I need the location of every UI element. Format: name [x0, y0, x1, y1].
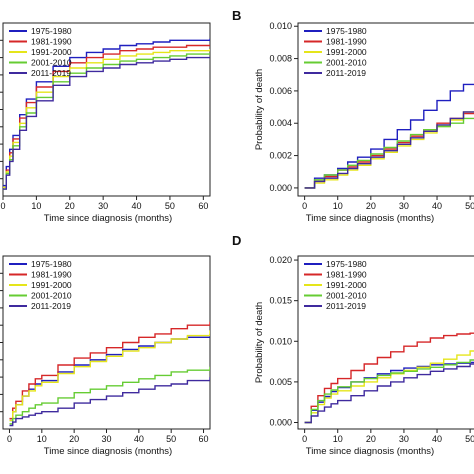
panel-b-letter: B	[232, 8, 241, 23]
panel-d-ytick-label: 0.000	[269, 418, 292, 428]
panel-b-xlabel: Time since diagnosis (months)	[306, 213, 434, 224]
panel-d-legend-label: 2011-2019	[326, 301, 366, 311]
panel-d-xtick-label: 20	[366, 434, 376, 444]
panel-b-frame	[297, 22, 474, 197]
panel-b-xtick-label: 20	[366, 201, 376, 211]
panel-d-legend-label: 1991-2000	[326, 280, 367, 290]
panel-c: 0 10 20 30 40 50 60 Time since diagnosis (month…	[0, 255, 211, 457]
panel-b-ytick-label: 0.010	[269, 21, 292, 31]
panel-b: 0 10 20 30 40 50 0.000 0.002 0.004 0.006 0.008 0.01…	[232, 8, 474, 224]
panel-a-legend-label: 1991-2000	[31, 47, 72, 57]
panel-a-xtick-label: 40	[132, 201, 142, 211]
panel-d-series-2001-2010	[304, 359, 474, 424]
panel-c-xtick-label: 40	[134, 434, 144, 444]
panel-b-xtick-label: 10	[333, 201, 343, 211]
panel-d-xtick-label: 0	[302, 434, 307, 444]
panel-c-legend: 1975-19801981-19901991-20002001-20102011…	[9, 259, 72, 311]
panel-b-legend-label: 1975-1980	[326, 26, 367, 36]
panel-a-legend-label: 2001-2010	[31, 58, 72, 68]
panel-c-legend-label: 1991-2000	[31, 280, 72, 290]
panel-d-series-1975-1980	[304, 361, 474, 424]
panel-b-legend-label: 2011-2019	[326, 68, 366, 78]
panel-b-ytick-label: 0.000	[269, 183, 292, 193]
panel-b-series-1975-1980	[304, 83, 474, 189]
panel-c-series-2011-2019	[9, 377, 210, 427]
panel-b-xtick-label: 40	[432, 201, 442, 211]
panel-b-legend-label: 2001-2010	[326, 58, 367, 68]
panel-a-xtick-label: 0	[0, 201, 5, 211]
panel-c-legend-label: 2001-2010	[31, 291, 72, 301]
panel-b-legend-label: 1991-2000	[326, 47, 367, 57]
panel-a-xlabel: Time since diagnosis (months)	[44, 213, 172, 224]
panel-b-xtick-label: 50	[465, 201, 474, 211]
panel-d-ytick-label: 0.015	[269, 296, 292, 306]
panel-d-plot-area	[304, 332, 474, 424]
panel-d-series-1981-1990	[304, 332, 474, 424]
panel-a-series-2011-2019	[3, 56, 210, 190]
panel-d-xtick-label: 40	[432, 434, 442, 444]
panel-c-series-1981-1990	[9, 321, 210, 420]
panel-d-ylabel: Probability of death	[254, 302, 265, 383]
panel-d: 0 10 20 30 40 50 0.000 0.005 0.010 0.015 0.020 Time…	[232, 233, 474, 457]
panel-d-legend-label: 1975-1980	[326, 259, 367, 269]
panel-b-legend-label: 1981-1990	[326, 37, 367, 47]
panel-b-legend: 1975-19801981-19901991-20002001-20102011…	[304, 26, 367, 78]
panel-b-ytick-label: 0.008	[269, 54, 292, 64]
panel-d-ytick-label: 0.005	[269, 377, 292, 387]
panel-d-legend-label: 1981-1990	[326, 270, 367, 280]
panel-a-legend-label: 2011-2019	[31, 68, 71, 78]
panel-d-xtick-label: 30	[399, 434, 409, 444]
panel-a-legend-label: 1975-1980	[31, 26, 72, 36]
panel-d-legend: 1975-19801981-19901991-20002001-20102011…	[304, 259, 367, 311]
panel-b-ytick-label: 0.002	[269, 151, 292, 161]
panel-a-xtick-label: 10	[31, 201, 41, 211]
panel-c-xtick-label: 50	[166, 434, 176, 444]
panel-d-xtick-label: 10	[333, 434, 343, 444]
panel-a-xtick-label: 30	[98, 201, 108, 211]
panel-a-xtick-label: 20	[65, 201, 75, 211]
panel-d-ytick-label: 0.020	[269, 255, 292, 265]
panel-c-xtick-label: 0	[7, 434, 12, 444]
panel-d-series-2011-2019	[304, 363, 474, 424]
panel-c-xtick-label: 20	[69, 434, 79, 444]
panel-a-legend: 1975-19801981-19901991-20002001-20102011…	[9, 26, 72, 78]
panel-b-series-1991-2000	[304, 111, 474, 189]
panel-b-plot-area	[304, 83, 474, 189]
panel-a: 0 10 20 30 40 50 60 Time since diagnosis (month…	[0, 22, 211, 224]
panel-b-series-2011-2019	[304, 111, 474, 189]
panel-d-frame	[297, 255, 474, 430]
panel-a-xtick-label: 60	[198, 201, 208, 211]
panel-a-legend-label: 1981-1990	[31, 37, 72, 47]
panel-d-series-1991-2000	[304, 350, 474, 424]
panel-c-series-1991-2000	[9, 330, 210, 422]
panel-b-xtick-label: 30	[399, 201, 409, 211]
panel-a-plot-area	[3, 38, 210, 190]
panel-c-xtick-label: 30	[101, 434, 111, 444]
panel-d-letter: D	[232, 233, 241, 248]
panel-c-legend-label: 1975-1980	[31, 259, 72, 269]
panel-d-xtick-label: 50	[465, 434, 474, 444]
panel-b-ylabel: Probability of death	[254, 69, 265, 150]
panel-d-ytick-label: 0.010	[269, 336, 292, 346]
panel-c-plot-area	[9, 321, 210, 427]
panel-b-ytick-label: 0.004	[269, 118, 292, 128]
panel-c-series-2001-2010	[9, 366, 210, 425]
panel-c-xtick-label: 10	[37, 434, 47, 444]
panel-d-legend-label: 2001-2010	[326, 291, 367, 301]
panel-b-ytick-label: 0.006	[269, 86, 292, 96]
panel-c-xlabel: Time since diagnosis (months)	[44, 446, 172, 457]
panel-c-series-1975-1980	[9, 333, 210, 422]
panel-c-xtick-label: 60	[199, 434, 209, 444]
panel-a-xtick-label: 50	[165, 201, 175, 211]
panel-b-xtick-label: 0	[302, 201, 307, 211]
panel-c-legend-label: 2011-2019	[31, 301, 71, 311]
panel-d-xlabel: Time since diagnosis (months)	[306, 446, 434, 457]
panel-c-legend-label: 1981-1990	[31, 270, 72, 280]
